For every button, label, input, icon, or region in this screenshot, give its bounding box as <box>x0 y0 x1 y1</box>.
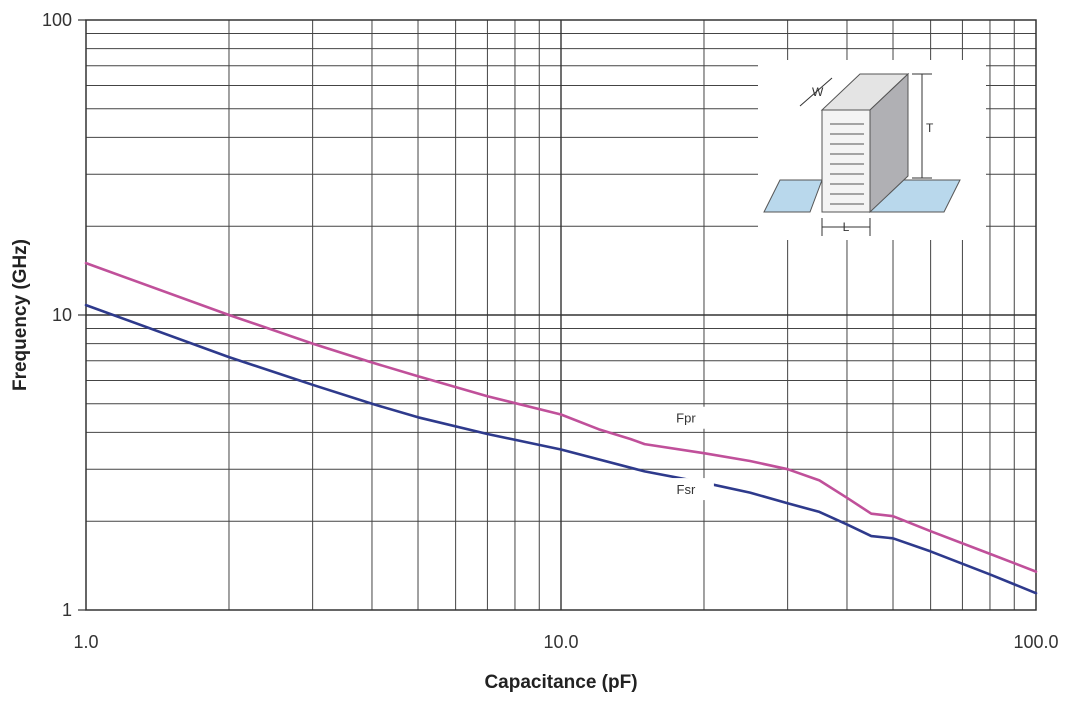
y-axis-title: Frequency (GHz) <box>10 239 31 391</box>
series-line-fpr <box>84 261 1038 573</box>
y-tick-label: 10 <box>52 305 72 325</box>
x-tick-label: 10.0 <box>543 632 578 652</box>
series-labels: Fpr Fsr <box>657 406 714 501</box>
series-label-bg <box>657 478 714 501</box>
x-tick-label: 100.0 <box>1013 632 1058 652</box>
w-dimension-line <box>799 77 833 107</box>
w-label: W <box>812 85 824 99</box>
series-label-fpr: Fpr <box>676 411 696 426</box>
capacitor-plates <box>830 123 864 205</box>
series-label-bg <box>657 406 714 429</box>
series-line-fsr <box>84 303 1038 595</box>
series-label-fsr: Fsr <box>677 482 696 497</box>
tick-labels: 1.0 10.0 100.0 1 10 100 <box>42 10 1059 652</box>
pad-left <box>763 179 823 213</box>
capacitor-side-face <box>869 72 909 214</box>
l-label: L <box>843 220 850 234</box>
capacitor-front-face <box>821 109 871 213</box>
x-tick-label: 1.0 <box>73 632 98 652</box>
t-label: T <box>926 121 934 135</box>
capacitor-dimension-diagram: W T L <box>758 60 986 240</box>
series-layer <box>84 261 1038 595</box>
y-tick-label: 100 <box>42 10 72 30</box>
y-tick-label: 1 <box>62 600 72 620</box>
x-axis-title: Capacitance (pF) <box>484 672 637 693</box>
